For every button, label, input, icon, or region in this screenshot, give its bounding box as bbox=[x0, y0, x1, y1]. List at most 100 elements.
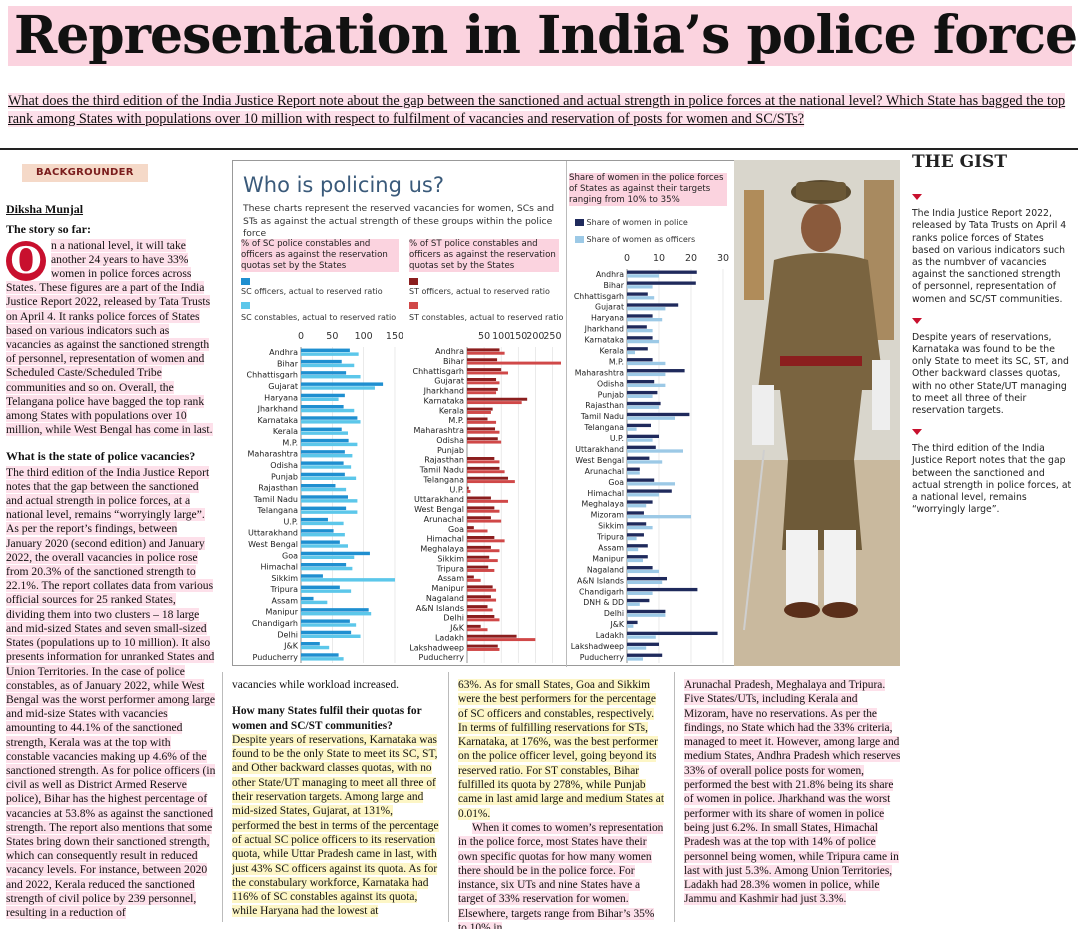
bar bbox=[467, 598, 497, 602]
bar bbox=[301, 566, 353, 571]
category-label: M.P. bbox=[282, 438, 298, 447]
backgrounder-column: BACKGROUNDER Diksha Munjal The story so … bbox=[6, 158, 216, 920]
bar bbox=[301, 555, 355, 559]
legend-women-officers-label: Share of women as officers bbox=[586, 235, 696, 244]
category-label: Rajasthan bbox=[585, 401, 624, 410]
category-label: Chhattisgarh bbox=[574, 292, 624, 301]
category-label: Karnataka bbox=[584, 336, 624, 345]
bar bbox=[627, 500, 653, 504]
legend-swatch-sc-constables bbox=[241, 302, 250, 309]
column-rule-1 bbox=[222, 672, 223, 922]
category-label: Sikkim bbox=[437, 554, 464, 563]
bar bbox=[467, 358, 498, 362]
bar bbox=[627, 390, 658, 395]
category-label: Tripura bbox=[435, 564, 464, 573]
category-label: Puducherry bbox=[580, 653, 625, 662]
category-label: U.P. bbox=[283, 517, 298, 526]
bar bbox=[301, 563, 347, 567]
police-officer-photo bbox=[734, 160, 900, 666]
bar bbox=[301, 657, 344, 661]
legend-swatch-st-officers bbox=[409, 278, 418, 285]
category-label: Gujarat bbox=[595, 303, 624, 312]
category-label: Nagaland bbox=[426, 594, 464, 603]
bar bbox=[627, 328, 653, 333]
bar bbox=[467, 368, 502, 372]
category-label: Haryana bbox=[591, 314, 624, 323]
category-label: Bihar bbox=[604, 281, 625, 290]
bar bbox=[301, 596, 314, 601]
legend-swatch-sc-officers bbox=[241, 278, 250, 285]
bar bbox=[301, 585, 340, 590]
category-label: Puducherry bbox=[419, 653, 465, 662]
infographic-description: These charts represent the reserved vaca… bbox=[243, 203, 555, 239]
bar bbox=[467, 555, 490, 559]
bar bbox=[301, 465, 352, 469]
bar bbox=[627, 620, 638, 625]
bar bbox=[301, 630, 352, 635]
body-c4-p1: Arunachal Pradesh, Meghalaya and Tripura… bbox=[684, 678, 902, 907]
st-chart-title: % of ST police constables and officers a… bbox=[409, 239, 559, 272]
bar bbox=[301, 416, 358, 420]
gist-item-1: The India Justice Report 2022, released … bbox=[912, 194, 1072, 306]
bar bbox=[627, 631, 718, 636]
bar bbox=[467, 545, 491, 549]
bar bbox=[467, 585, 493, 589]
bar bbox=[467, 516, 491, 520]
category-label: Nagaland bbox=[587, 565, 624, 574]
bar bbox=[467, 351, 505, 355]
bar bbox=[467, 565, 489, 569]
category-label: Odisha bbox=[270, 461, 298, 470]
bar bbox=[627, 558, 643, 563]
bar bbox=[301, 363, 355, 368]
top-rule bbox=[0, 148, 1078, 150]
intro-text: n a national level, it will take another… bbox=[6, 238, 213, 437]
category-label: Jharkhand bbox=[257, 405, 298, 414]
sc-chart: 0 50 100 150 Andhra Bihar Chhattisgarh Gujarat H… bbox=[247, 331, 403, 663]
category-label: Kerala bbox=[273, 427, 298, 436]
bar bbox=[627, 624, 634, 628]
legend-st-constables bbox=[409, 301, 418, 310]
bar bbox=[301, 551, 370, 556]
bar bbox=[467, 460, 500, 464]
bar bbox=[467, 634, 517, 638]
category-label: U.P. bbox=[449, 485, 464, 494]
bar bbox=[627, 445, 656, 449]
bar bbox=[467, 417, 488, 421]
tick-label: 150 bbox=[509, 331, 527, 342]
tick-label: 10 bbox=[653, 253, 665, 264]
bar bbox=[467, 575, 474, 579]
bar bbox=[467, 588, 497, 592]
category-label: J&K bbox=[610, 620, 625, 629]
bar bbox=[627, 292, 648, 296]
category-label: Goa bbox=[282, 551, 298, 560]
bar bbox=[301, 521, 344, 526]
bar bbox=[467, 568, 495, 572]
bar bbox=[627, 303, 679, 307]
bar bbox=[627, 547, 639, 552]
bar bbox=[301, 532, 345, 537]
bar bbox=[467, 457, 495, 460]
bar bbox=[467, 536, 495, 539]
bar bbox=[467, 348, 500, 352]
bar bbox=[301, 517, 328, 522]
legend-women-officers: Share of women as officers bbox=[575, 235, 695, 244]
bar bbox=[627, 285, 653, 289]
bar bbox=[467, 529, 488, 533]
bar bbox=[627, 609, 666, 614]
bar bbox=[467, 499, 509, 503]
category-label: Chhattisgarh bbox=[413, 367, 465, 376]
category-label: Jharkhand bbox=[584, 325, 624, 334]
bar bbox=[627, 580, 663, 585]
tick-label: 0 bbox=[298, 331, 304, 342]
category-label: Uttarakhand bbox=[414, 495, 464, 504]
legend-sc-officers-label: SC officers, actual to reserved ratio bbox=[241, 287, 383, 296]
bar bbox=[627, 372, 666, 377]
bar bbox=[627, 438, 653, 442]
bar bbox=[467, 506, 495, 510]
category-label: Uttarakhand bbox=[575, 445, 624, 454]
category-label: Haryana bbox=[264, 393, 298, 402]
bar bbox=[627, 412, 690, 417]
category-label: Lakshadweep bbox=[571, 642, 624, 651]
body-column-4: Arunachal Pradesh, Meghalaya and Tripura… bbox=[684, 678, 902, 907]
